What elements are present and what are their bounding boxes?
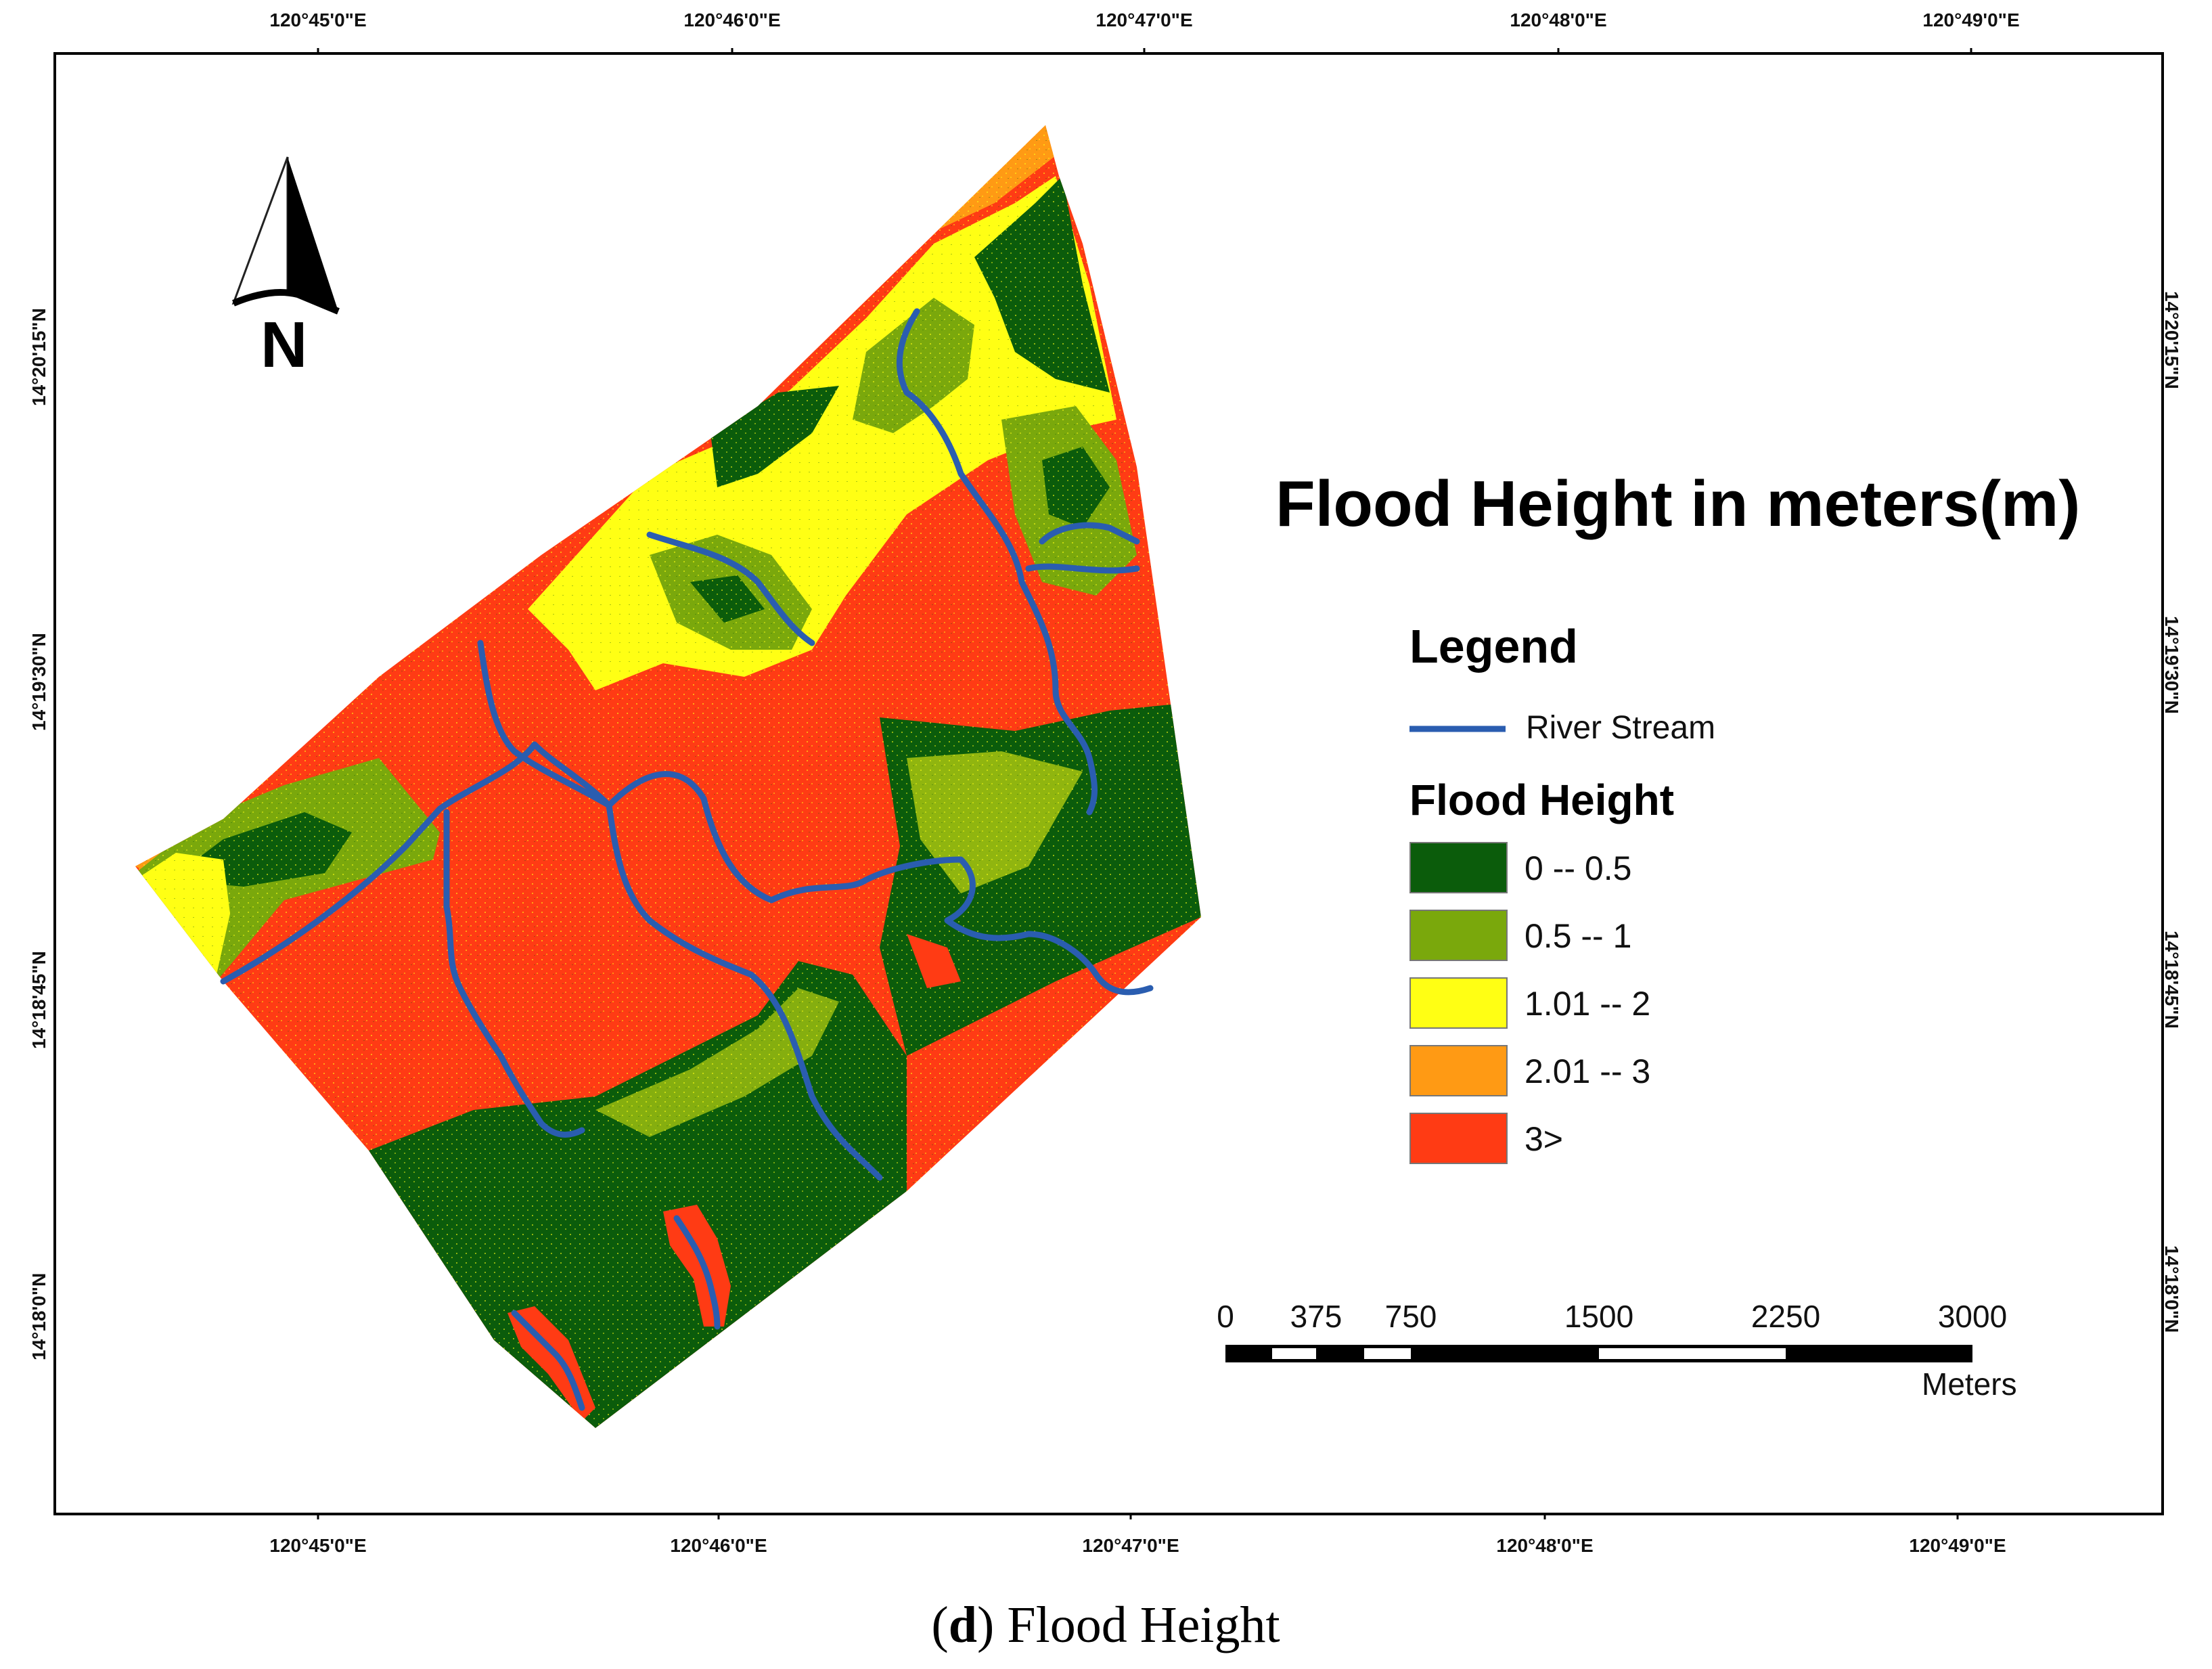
- bottom-longitude-label: 120°47'0"E: [1082, 1535, 1179, 1556]
- caption-text: Flood Height: [1007, 1597, 1280, 1653]
- flood-height-legend-title: Flood Height: [1409, 776, 1675, 824]
- legend-class-label: 3>: [1525, 1120, 1564, 1158]
- caption-letter: d: [948, 1597, 978, 1653]
- legend-title: Legend: [1409, 620, 1578, 673]
- left-latitude-label: 14°18'0"N: [28, 1272, 49, 1360]
- right-latitude-label: 14°20'15"N: [2161, 291, 2182, 389]
- legend-swatch: [1409, 910, 1508, 961]
- legend-class-label: 0 -- 0.5: [1525, 849, 1632, 887]
- scale-bar-label: 2250: [1751, 1299, 1821, 1334]
- frame-ticks: [317, 48, 1972, 1519]
- north-arrow: [231, 156, 340, 315]
- bottom-longitude-label: 120°48'0"E: [1496, 1535, 1594, 1556]
- scale-bar-unit: Meters: [1922, 1366, 2017, 1402]
- scale-bar-label: 0: [1217, 1299, 1234, 1334]
- legend-class-label: 1.01 -- 2: [1525, 985, 1651, 1023]
- right-latitude-label: 14°19'30"N: [2161, 616, 2182, 714]
- legend-class-label: 0.5 -- 1: [1525, 917, 1632, 955]
- scale-bar-label: 3000: [1937, 1299, 2008, 1334]
- left-latitude-label: 14°19'30"N: [28, 633, 49, 731]
- bottom-longitude-label: 120°45'0"E: [269, 1535, 367, 1556]
- bottom-longitude-label: 120°46'0"E: [670, 1535, 767, 1556]
- top-longitude-label: 120°48'0"E: [1510, 9, 1607, 30]
- north-arrow-label: N: [261, 309, 308, 381]
- top-longitude-label: 120°46'0"E: [683, 9, 781, 30]
- map-frame: [53, 52, 2164, 1515]
- left-latitude-label: 14°18'45"N: [28, 951, 49, 1049]
- scale-bar-label: 750: [1384, 1299, 1437, 1334]
- legend-swatch: [1409, 1113, 1508, 1164]
- map-title: Flood Height in meters(m): [1276, 468, 2081, 540]
- river-streams: [220, 308, 1154, 1411]
- top-longitude-label: 120°47'0"E: [1096, 9, 1193, 30]
- scale-bar-label: 1500: [1564, 1299, 1634, 1334]
- legend-class-label: 2.01 -- 3: [1525, 1052, 1651, 1090]
- legend-swatch: [1409, 1045, 1508, 1096]
- bottom-longitude-label: 120°49'0"E: [1909, 1535, 2006, 1556]
- top-longitude-label: 120°49'0"E: [1922, 9, 2020, 30]
- right-latitude-label: 14°18'45"N: [2161, 931, 2182, 1029]
- top-longitude-label: 120°45'0"E: [269, 9, 367, 30]
- river-legend-label: River Stream: [1526, 710, 1716, 746]
- right-latitude-label: 14°18'0"N: [2161, 1245, 2182, 1333]
- figure-caption: (d) Flood Height: [931, 1597, 1280, 1653]
- legend-swatch: [1409, 842, 1508, 893]
- left-latitude-label: 14°20'15"N: [28, 308, 49, 406]
- legend-swatch: [1409, 977, 1508, 1029]
- scale-bar: [1225, 1345, 1972, 1362]
- scale-bar-label: 375: [1290, 1299, 1342, 1334]
